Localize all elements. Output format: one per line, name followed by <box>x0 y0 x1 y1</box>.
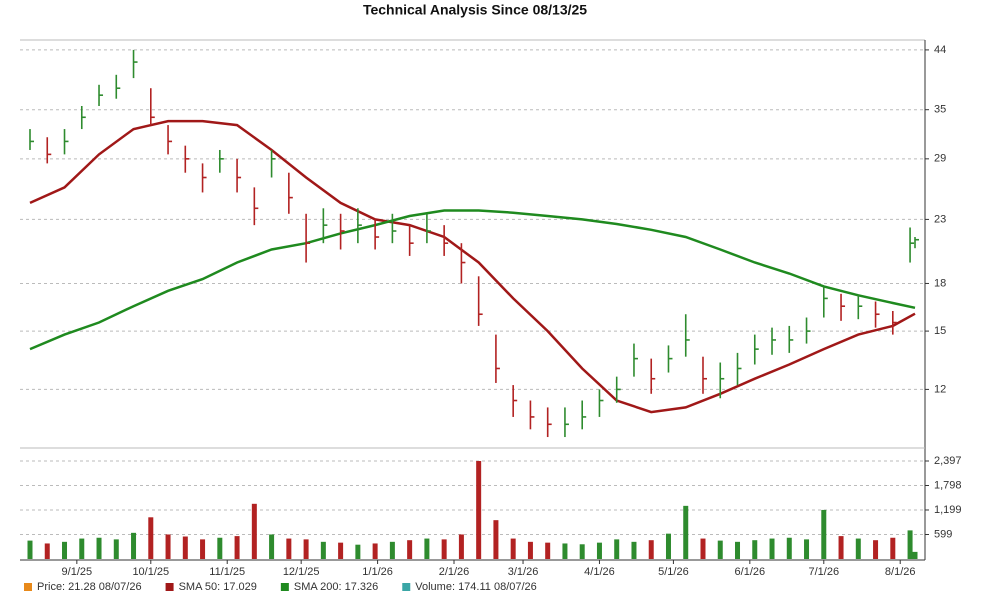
x-tick-label: 8/1/26 <box>885 566 916 578</box>
y-tick-label: 29 <box>934 153 946 165</box>
volume-bar <box>96 537 102 559</box>
volume-bar <box>614 539 620 559</box>
volume-bar <box>113 539 119 559</box>
volume-bar <box>665 533 671 559</box>
x-tick-label: 10/1/25 <box>132 566 169 578</box>
volume-bar <box>596 542 602 559</box>
volume-bar <box>804 539 810 559</box>
moving-average-line <box>29 119 916 414</box>
legend-label: SMA 200: 17.326 <box>294 581 378 593</box>
volume-bar <box>217 537 223 559</box>
volume-bar <box>838 536 844 559</box>
volume-bar <box>372 543 378 559</box>
legend-label: Price: 21.28 08/07/26 <box>37 581 142 593</box>
volume-bar <box>769 538 775 559</box>
legend-swatch <box>280 583 289 591</box>
volume-bar <box>700 538 706 559</box>
volume-bar <box>165 534 171 559</box>
volume-bar <box>510 538 516 559</box>
x-tick-label: 5/1/26 <box>658 566 689 578</box>
volume-bar <box>890 537 896 559</box>
x-tick-label: 7/1/26 <box>808 566 839 578</box>
volume-bar <box>527 541 533 559</box>
volume-bar <box>62 541 68 559</box>
moving-average-line <box>29 209 916 351</box>
volume-bar <box>303 539 309 559</box>
x-tick-label: 3/1/26 <box>508 566 539 578</box>
volume-tick-label: 1,199 <box>934 504 962 516</box>
x-tick-label: 2/1/26 <box>439 566 470 578</box>
volume-bar <box>786 537 792 559</box>
volume-bar <box>200 539 206 559</box>
volume-bar <box>148 517 154 559</box>
volume-bar <box>476 461 482 559</box>
volume-tick-label: 599 <box>934 528 952 540</box>
y-tick-label: 18 <box>934 277 946 289</box>
legend-label: Volume: 174.11 08/07/26 <box>415 581 537 593</box>
y-tick-label: 23 <box>934 213 946 225</box>
volume-bar <box>131 532 137 559</box>
volume-bar <box>389 541 395 559</box>
x-tick-label: 12/1/25 <box>283 566 320 578</box>
x-tick-label: 4/1/26 <box>584 566 615 578</box>
volume-bar <box>44 543 50 559</box>
x-tick-label: 11/1/25 <box>209 566 245 578</box>
legend-label: SMA 50: 17.029 <box>179 581 257 593</box>
volume-bar <box>873 540 879 559</box>
volume-tick-label: 2,397 <box>934 455 962 467</box>
y-tick-label: 35 <box>934 104 946 116</box>
volume-bar <box>424 538 430 559</box>
volume-bar <box>545 542 551 559</box>
volume-bar <box>320 541 326 559</box>
volume-bar <box>735 541 741 559</box>
volume-bar <box>631 541 637 559</box>
volume-bar <box>27 540 33 559</box>
volume-bar <box>234 536 240 559</box>
volume-bar <box>821 509 827 559</box>
y-tick-label: 12 <box>934 383 946 395</box>
chart-title: Technical Analysis Since 08/13/25 <box>363 2 587 18</box>
volume-bar <box>562 543 568 559</box>
legend-swatch <box>402 583 411 591</box>
volume-bar <box>441 539 447 559</box>
x-tick-label: 1/1/26 <box>362 566 393 578</box>
x-tick-label: 6/1/26 <box>735 566 766 578</box>
volume-bar <box>458 534 464 559</box>
volume-bar <box>493 520 499 559</box>
volume-bar <box>338 542 344 559</box>
volume-bar <box>717 540 723 559</box>
volume-bar <box>182 536 188 559</box>
volume-bar <box>269 534 275 559</box>
volume-bar <box>407 540 413 559</box>
volume-bar <box>683 505 689 559</box>
volume-tick-label: 1,798 <box>934 479 962 491</box>
volume-bar <box>251 503 257 559</box>
volume-bar <box>579 544 585 559</box>
volume-bar <box>648 540 654 559</box>
volume-bar <box>855 538 861 559</box>
volume-bar <box>752 540 758 559</box>
volume-bar <box>912 551 918 559</box>
legend-swatch <box>165 583 174 591</box>
volume-bar <box>286 538 292 559</box>
volume-bar <box>79 538 85 559</box>
legend-swatch <box>24 583 32 591</box>
volume-bar <box>355 544 361 559</box>
y-tick-label: 44 <box>934 44 946 56</box>
y-tick-label: 15 <box>934 325 946 337</box>
x-tick-label: 9/1/25 <box>62 566 93 578</box>
volume-bar <box>907 530 913 559</box>
